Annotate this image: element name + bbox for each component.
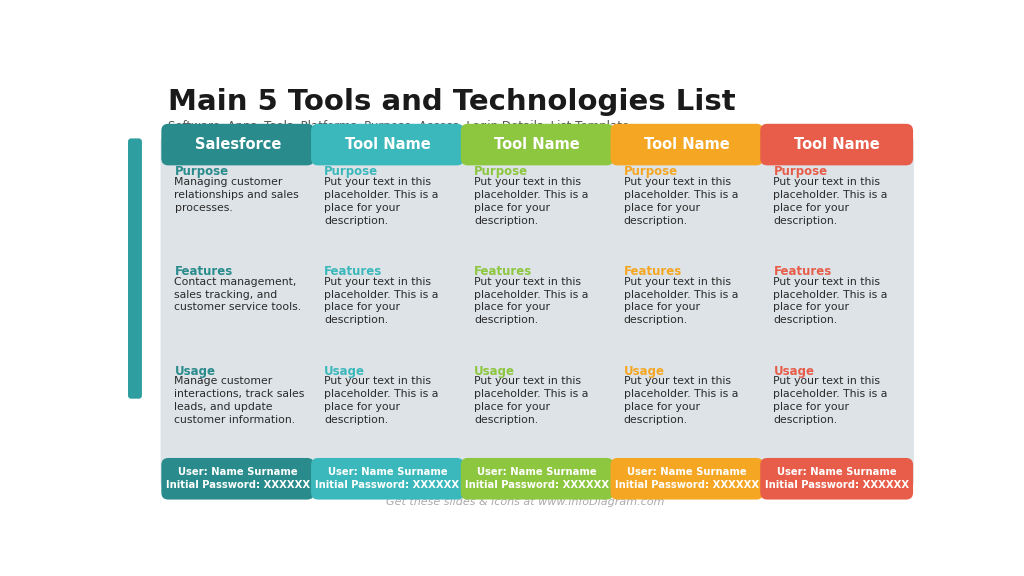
Text: User: Name Surname
Initial Password: XXXXXX: User: Name Surname Initial Password: XXX…: [315, 467, 460, 490]
Text: Features: Features: [325, 265, 383, 278]
FancyBboxPatch shape: [760, 124, 913, 165]
Text: Features: Features: [624, 265, 682, 278]
Text: Tool Name: Tool Name: [495, 137, 580, 152]
Text: Managing customer
relationships and sales
processes.: Managing customer relationships and sale…: [174, 177, 299, 213]
Text: Salesforce: Salesforce: [195, 137, 281, 152]
Text: Features: Features: [474, 265, 532, 278]
Text: Put your text in this
placeholder. This is a
place for your
description.: Put your text in this placeholder. This …: [773, 377, 888, 425]
Text: Manage customer
interactions, track sales
leads, and update
customer information: Manage customer interactions, track sale…: [174, 377, 305, 425]
Text: Put your text in this
placeholder. This is a
place for your
description.: Put your text in this placeholder. This …: [474, 177, 589, 226]
Text: Software, Apps, Tools, Platforms, Purpose, Access, Login Details, List Template: Software, Apps, Tools, Platforms, Purpos…: [168, 120, 630, 133]
Text: Put your text in this
placeholder. This is a
place for your
description.: Put your text in this placeholder. This …: [474, 277, 589, 325]
Text: Main 5 Tools and Technologies List: Main 5 Tools and Technologies List: [168, 88, 736, 116]
FancyBboxPatch shape: [760, 458, 913, 499]
Text: Purpose: Purpose: [624, 165, 678, 179]
Text: Usage: Usage: [174, 365, 215, 377]
Text: Get these slides & icons at www.infoDiagram.com: Get these slides & icons at www.infoDiag…: [386, 497, 664, 507]
FancyBboxPatch shape: [460, 135, 614, 488]
Text: User: Name Surname
Initial Password: XXXXXX: User: Name Surname Initial Password: XXX…: [765, 467, 908, 490]
Text: Usage: Usage: [325, 365, 366, 377]
Text: Put your text in this
placeholder. This is a
place for your
description.: Put your text in this placeholder. This …: [325, 377, 438, 425]
Text: Usage: Usage: [474, 365, 515, 377]
FancyBboxPatch shape: [760, 135, 913, 488]
Text: Put your text in this
placeholder. This is a
place for your
description.: Put your text in this placeholder. This …: [624, 277, 738, 325]
Text: Put your text in this
placeholder. This is a
place for your
description.: Put your text in this placeholder. This …: [773, 177, 888, 226]
FancyBboxPatch shape: [311, 458, 464, 499]
Text: Put your text in this
placeholder. This is a
place for your
description.: Put your text in this placeholder. This …: [474, 377, 589, 425]
Text: Purpose: Purpose: [174, 165, 228, 179]
Text: Put your text in this
placeholder. This is a
place for your
description.: Put your text in this placeholder. This …: [773, 277, 888, 325]
Text: Put your text in this
placeholder. This is a
place for your
description.: Put your text in this placeholder. This …: [624, 377, 738, 425]
FancyBboxPatch shape: [610, 124, 763, 165]
Text: Purpose: Purpose: [325, 165, 378, 179]
FancyBboxPatch shape: [161, 135, 315, 488]
Text: Put your text in this
placeholder. This is a
place for your
description.: Put your text in this placeholder. This …: [325, 177, 438, 226]
FancyBboxPatch shape: [311, 124, 464, 165]
Text: Usage: Usage: [624, 365, 665, 377]
Text: Purpose: Purpose: [474, 165, 528, 179]
FancyBboxPatch shape: [461, 458, 613, 499]
Text: Tool Name: Tool Name: [644, 137, 730, 152]
Text: User: Name Surname
Initial Password: XXXXXX: User: Name Surname Initial Password: XXX…: [614, 467, 759, 490]
Text: Features: Features: [773, 265, 831, 278]
Text: Features: Features: [174, 265, 232, 278]
Text: Usage: Usage: [773, 365, 814, 377]
Text: User: Name Surname
Initial Password: XXXXXX: User: Name Surname Initial Password: XXX…: [465, 467, 609, 490]
Text: Tool Name: Tool Name: [794, 137, 880, 152]
FancyBboxPatch shape: [609, 135, 764, 488]
FancyBboxPatch shape: [310, 135, 465, 488]
Text: Purpose: Purpose: [773, 165, 827, 179]
FancyBboxPatch shape: [162, 124, 314, 165]
Text: Put your text in this
placeholder. This is a
place for your
description.: Put your text in this placeholder. This …: [325, 277, 438, 325]
Text: Contact management,
sales tracking, and
customer service tools.: Contact management, sales tracking, and …: [174, 277, 302, 313]
Text: User: Name Surname
Initial Password: XXXXXX: User: Name Surname Initial Password: XXX…: [166, 467, 310, 490]
Text: Tool Name: Tool Name: [345, 137, 430, 152]
FancyBboxPatch shape: [610, 458, 763, 499]
FancyBboxPatch shape: [461, 124, 613, 165]
FancyBboxPatch shape: [128, 138, 142, 399]
FancyBboxPatch shape: [162, 458, 314, 499]
Text: Put your text in this
placeholder. This is a
place for your
description.: Put your text in this placeholder. This …: [624, 177, 738, 226]
